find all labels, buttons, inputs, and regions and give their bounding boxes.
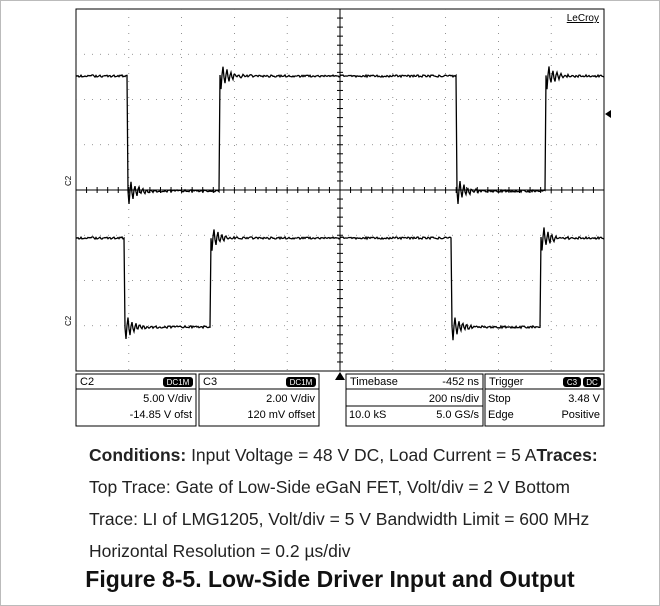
badge-text: C3 [567,378,578,387]
panel-text: 2.00 V/div [266,393,315,405]
waveform [75,66,605,205]
panel-text: 120 mV offset [247,409,315,421]
badge [163,377,193,387]
caption-text: Input Voltage = 48 V DC, Load Current = … [186,445,537,465]
panel-text: 10.0 kS [349,409,386,421]
panel-title: Timebase [350,376,398,388]
brand: LeCroy [567,13,599,24]
figure-title: Figure 8-5. Low-Side Driver Input and Ou… [85,566,575,592]
badge [563,377,581,387]
badge [286,377,316,387]
panel-value: -452 ns [442,376,479,388]
trigger-marker [335,372,345,380]
caption-label: Traces: [536,445,598,465]
trace-label: C2 [64,175,73,186]
caption-text: Top Trace: Gate of Low-Side eGaN FET, Vo… [89,477,590,561]
waveform [75,227,605,341]
caption: Conditions: Input Voltage = 48 V DC, Loa… [89,439,617,567]
panel-text: 3.48 V [568,393,600,405]
panel-text: -14.85 V ofst [130,409,192,421]
panel-text: Positive [561,409,600,421]
panel-text: Edge [488,409,514,421]
panel-text: Stop [488,393,511,405]
panel-text: 5.00 V/div [143,393,192,405]
oscilloscope: LeCroy C2 C2 C2 DC1M 5.00 V/div -14.85 V of… [64,8,611,427]
badge [583,377,601,387]
panel-title: C2 [80,376,94,388]
badge-text: DC1M [290,378,313,387]
panel-text: 5.0 GS/s [436,409,479,421]
panel-title: Trigger [489,376,524,388]
panel-text: 200 ns/div [429,393,480,405]
level-marker [605,110,611,118]
caption-label: Conditions: [89,445,187,465]
badge-text: DC [586,378,598,387]
panel [345,373,484,427]
trace-label: C2 [64,315,73,326]
panel-title: C3 [203,376,217,388]
badge-text: DC1M [167,378,190,387]
